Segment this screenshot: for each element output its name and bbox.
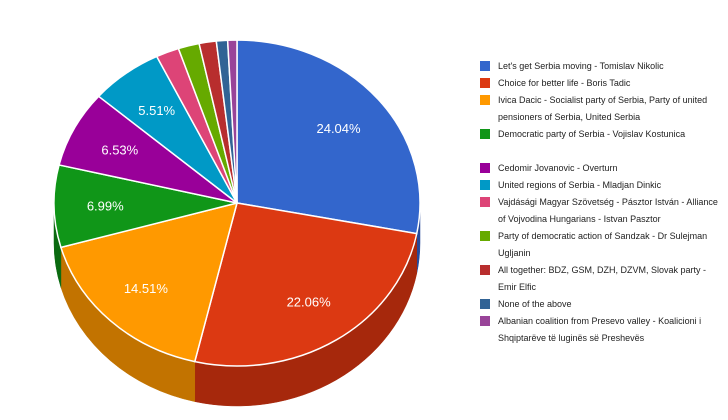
slice-value-label: 5.51% — [138, 103, 175, 118]
legend-swatch — [480, 95, 490, 105]
slice-value-label: 22.06% — [287, 295, 332, 310]
slice-value-label: 24.04% — [316, 121, 361, 136]
legend-swatch — [480, 78, 490, 88]
legend-swatch — [480, 163, 490, 173]
slice-value-label: 14.51% — [124, 281, 169, 296]
legend-label: United regions of Serbia - Mladjan Dinki… — [498, 180, 662, 190]
legend-label: Albanian coalition from Presevo valley -… — [498, 316, 702, 343]
pie-slice-democratic-party-of-serbia-vojislav-kost[interactable] — [53, 164, 238, 249]
pie-depth — [53, 202, 421, 407]
legend-label: All together: BDZ, GSM, DZH, DZVM, Slova… — [498, 265, 707, 292]
legend-swatch — [480, 197, 490, 207]
legend-label: Let's get Serbia moving - Tomislav Nikol… — [498, 61, 664, 71]
pie-slices — [53, 39, 421, 367]
legend-label: None of the above — [498, 299, 572, 309]
legend-label: Democratic party of Serbia - Vojislav Ko… — [498, 129, 686, 139]
pie-slice-choice-for-better-life-boris-tadic[interactable] — [193, 202, 418, 367]
legend-label: Choice for better life - Boris Tadic — [498, 78, 631, 88]
legend-label: Vajdásági Magyar Szövetség - Pásztor Ist… — [498, 197, 718, 224]
legend-swatch — [480, 231, 490, 241]
legend-swatch — [480, 299, 490, 309]
legend-swatch — [480, 316, 490, 326]
legend-swatch — [480, 265, 490, 275]
legend-swatch — [480, 129, 490, 139]
legend-swatch — [480, 180, 490, 190]
legend-label: Party of democratic action of Sandzak - … — [498, 231, 708, 258]
pie-value-labels: 24.04% 22.06% 14.51% 6.99% 6.53% 5.51% — [87, 103, 361, 310]
legend-label: Ivica Dacic - Socialist party of Serbia,… — [498, 95, 708, 122]
pie-slice-ivica-dacic-socialist-party-of-serbia-pa[interactable] — [59, 201, 239, 363]
pie-slice-let-s-get-serbia-moving-tomislav-nikolic[interactable] — [236, 39, 421, 235]
slice-value-label: 6.53% — [101, 142, 138, 157]
legend-label: Cedomir Jovanovic - Overturn — [498, 163, 618, 173]
legend-swatch — [480, 61, 490, 71]
slice-value-label: 6.99% — [87, 198, 124, 213]
pie-slice-albanian-coalition-from-presevo-valley-k[interactable] — [226, 39, 238, 204]
